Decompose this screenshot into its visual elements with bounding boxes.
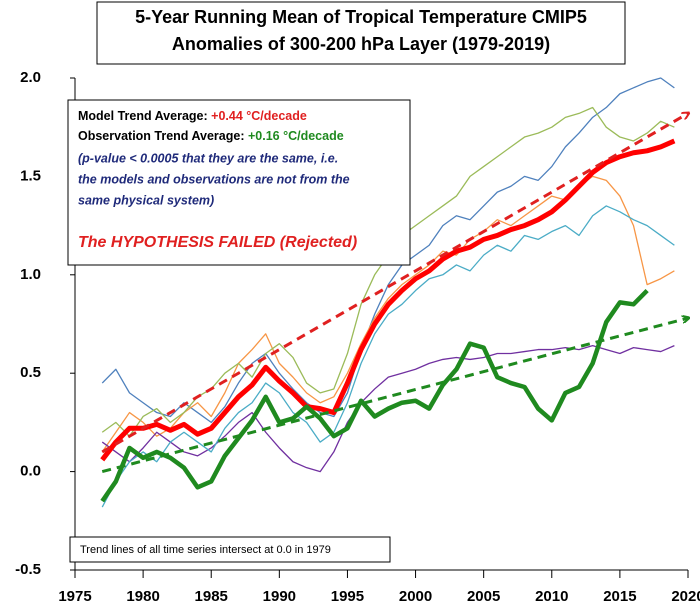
x-tick-label: 1985 (195, 588, 228, 605)
x-tick-label: 1975 (58, 588, 91, 605)
y-tick-label: 1.0 (20, 266, 41, 283)
x-tick-label: 2020 (671, 588, 700, 605)
chart-title: 5-Year Running Mean of Tropical Temperat… (135, 7, 587, 27)
annotations: Model Trend Average: +0.44 °C/decade Obs… (67, 99, 411, 563)
title-box (96, 1, 626, 65)
footnote: Trend lines of all time series intersect… (80, 544, 331, 556)
y-tick-label: 1.5 (20, 167, 41, 184)
note-text: the models and observations are not from… (78, 172, 350, 186)
x-tick-label: 1980 (126, 588, 159, 605)
y-tick-label: 2.0 (20, 69, 41, 86)
trend-line (101, 318, 688, 474)
series-line (100, 138, 676, 462)
note-text: Observation Trend Average: (78, 129, 245, 143)
plot-area: -0.5 0.0 0.5 1.0 1.5 2.0 1975 1980 1985 1990 1995 2… (15, 69, 700, 605)
series-line (101, 77, 675, 424)
note-label: Model Trend Average: +0.44 °C/decade (78, 109, 307, 123)
footnote-box (69, 536, 391, 563)
x-tick-label: 2005 (467, 588, 500, 605)
note-value: +0.44 °C/decade (211, 109, 307, 123)
x-tick-label: 1990 (263, 588, 296, 605)
series-line (101, 205, 675, 508)
note-box (67, 99, 411, 266)
note-text: (p-value < 0.0005 that they are the same… (78, 151, 338, 165)
chart-title: Anomalies of 300-200 hPa Layer (1979-201… (172, 34, 550, 54)
series-line (100, 288, 649, 503)
y-tick-label: 0.0 (20, 463, 41, 480)
note-text: Model Trend Average: (78, 109, 208, 123)
x-tick-label: 2015 (603, 588, 636, 605)
x-tick-label: 2000 (399, 588, 432, 605)
y-tick-label: 0.5 (20, 364, 41, 381)
note-label: Observation Trend Average: +0.16 °C/deca… (78, 129, 344, 143)
trend-line (101, 113, 688, 454)
note-value: +0.16 °C/decade (248, 129, 344, 143)
verdict: The HYPOTHESIS FAILED (Rejected) (78, 234, 357, 251)
note-text: same physical system) (78, 193, 214, 207)
series-line (101, 344, 675, 473)
y-tick-label: -0.5 (15, 561, 41, 578)
x-tick-label: 1995 (331, 588, 364, 605)
x-tick-label: 2010 (535, 588, 568, 605)
